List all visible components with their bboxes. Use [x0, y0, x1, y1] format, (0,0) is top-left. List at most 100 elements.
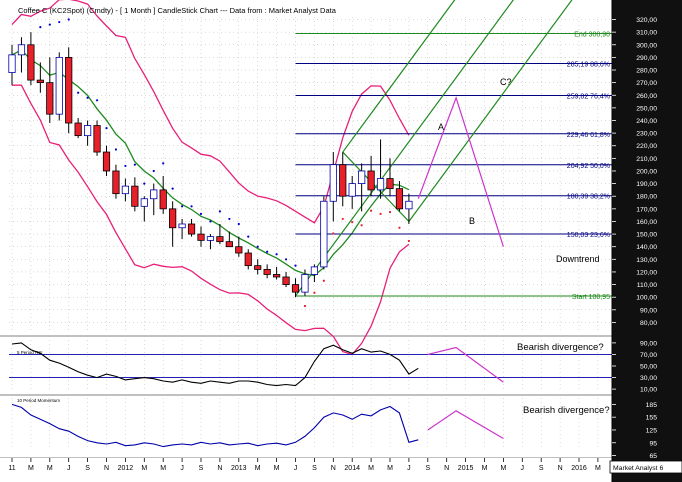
x-tick-label: N — [217, 465, 222, 472]
annotation-a: A — [438, 122, 444, 132]
candle-body — [216, 236, 224, 243]
x-tick-label: M — [47, 465, 53, 472]
candle-body — [339, 164, 347, 197]
rsi-projection-line — [427, 346, 504, 383]
momentum-line — [11, 403, 419, 448]
psar-dot — [95, 99, 99, 102]
psar-dot — [124, 164, 127, 168]
psar-dot — [114, 148, 118, 151]
y-axis-panel — [612, 0, 682, 482]
chart-title: Coffee C (KC2Spot) (Cmdty) - [ 1 Month ]… — [18, 6, 337, 15]
x-tick-label: 2014 — [344, 465, 360, 472]
psar-dot — [360, 224, 363, 227]
candle-body — [235, 246, 243, 254]
psar-dot — [48, 23, 51, 26]
candle-body — [291, 284, 300, 293]
x-tick-label: S — [85, 465, 90, 472]
y-tick-label: 170,00 — [636, 206, 657, 213]
candle-body — [282, 276, 290, 285]
moving-average-line — [11, 48, 410, 277]
x-tick-label: N — [444, 465, 449, 472]
y-tick-label: 160,00 — [636, 219, 657, 226]
x-tick-label: S — [425, 465, 430, 472]
psar-dot — [39, 25, 42, 29]
candle-body — [263, 269, 271, 275]
psar-dot — [266, 250, 269, 253]
candle-body — [376, 178, 385, 191]
y-tick-label: 300,00 — [636, 42, 657, 49]
candle-body — [17, 44, 26, 56]
candlesticks — [8, 32, 413, 298]
candle-body — [169, 208, 177, 229]
candle-body — [150, 189, 158, 200]
x-tick-label: J — [67, 465, 71, 472]
psar-dot — [77, 91, 80, 94]
x-tick-label: N — [104, 465, 109, 472]
y-tick-label: 110,00 — [637, 282, 658, 289]
y-tick-label: 130,00 — [636, 257, 657, 264]
pitchfork-tine — [342, 0, 456, 153]
psar-dot — [152, 169, 155, 173]
psar-dot — [284, 258, 288, 261]
footer-box — [609, 460, 682, 474]
candle-body — [36, 79, 44, 84]
candle-body — [225, 241, 233, 248]
candle-body — [131, 185, 139, 207]
psar-dot — [133, 163, 136, 166]
candle-body — [178, 223, 186, 229]
candle-body — [348, 183, 356, 197]
psar-dot — [237, 222, 240, 226]
psar-dot — [58, 20, 61, 24]
psar-dot — [171, 187, 174, 190]
psar-dot — [313, 291, 316, 294]
candle-body — [272, 274, 281, 278]
rsi-panel — [9, 342, 612, 387]
bollinger-bands — [11, 0, 410, 356]
x-tick-label: J — [407, 465, 411, 472]
x-tick-label: S — [199, 465, 204, 472]
fib-level-label: 150,03 23,6% — [567, 232, 610, 239]
psar-dot — [209, 220, 212, 223]
x-tick-label: N — [558, 465, 563, 472]
y-tick-label: 90,00 — [640, 340, 657, 347]
y-tick-label: 155 — [646, 415, 658, 422]
y-tick-label: 80,00 — [640, 320, 657, 327]
psar-dot — [379, 212, 382, 215]
candle-body — [358, 170, 366, 184]
candle-body — [93, 125, 101, 153]
x-tick-label: M — [500, 465, 506, 472]
candle-body — [121, 185, 129, 195]
psar-dot — [322, 279, 325, 282]
x-tick-label: J — [180, 465, 184, 472]
y-tick-label: 310,00 — [636, 30, 657, 37]
y-tick-label: 95 — [649, 440, 657, 447]
y-tick-label: 185 — [646, 402, 658, 409]
fib-level-label: End 308,90 — [574, 32, 610, 39]
fib-level-label: 204,92 50,0% — [567, 163, 610, 170]
candle-body — [74, 122, 82, 137]
y-tick-label: 65 — [649, 453, 657, 460]
y-tick-label: 190,00 — [636, 181, 657, 188]
momentum-annotation: Bearish divergence? — [523, 405, 610, 416]
x-tick-label: M — [255, 465, 261, 472]
candle-body — [27, 44, 35, 81]
x-tick-label: S — [312, 465, 317, 472]
fib-level-label: 229,46 61,8% — [567, 132, 610, 139]
psar-dot — [275, 253, 278, 256]
x-tick-label: M — [141, 465, 147, 472]
pitchfork-tine — [408, 0, 573, 222]
candle-body — [301, 274, 309, 293]
psar-dot — [247, 235, 250, 238]
price-projection-line — [417, 95, 504, 247]
momentum-panel-title: 10 Period Momentum — [17, 398, 60, 403]
x-tick-label: 2012 — [118, 465, 134, 472]
rsi-panel-title: 5 Period RSI — [17, 350, 43, 355]
candle-body — [55, 56, 63, 115]
candle-body — [206, 236, 215, 241]
x-axis-panel — [0, 458, 612, 482]
candle-body — [159, 189, 167, 210]
psar-dot — [341, 217, 344, 221]
y-tick-label: 200,00 — [636, 168, 657, 175]
